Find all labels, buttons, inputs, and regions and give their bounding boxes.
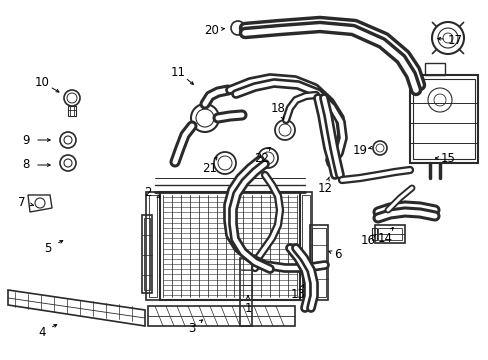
Bar	[240, 258, 251, 326]
Bar	[371, 228, 376, 240]
Text: 13: 13	[290, 288, 305, 302]
Text: 16: 16	[360, 234, 375, 247]
Bar	[142, 215, 152, 293]
Text: 20: 20	[204, 23, 219, 36]
Text: 12: 12	[317, 181, 332, 194]
Text: 18: 18	[270, 102, 285, 114]
Bar	[377, 228, 401, 240]
Text: 11: 11	[170, 66, 185, 78]
Text: 8: 8	[22, 158, 30, 171]
Bar	[302, 195, 309, 297]
Bar	[311, 228, 325, 297]
Text: 14: 14	[377, 231, 392, 244]
Bar	[424, 63, 444, 75]
Text: 9: 9	[22, 134, 30, 147]
Text: 21: 21	[202, 162, 217, 175]
Text: 7: 7	[18, 195, 26, 208]
Bar	[299, 192, 311, 300]
Text: 2: 2	[144, 186, 151, 199]
Text: 4: 4	[38, 325, 46, 338]
Text: 22: 22	[254, 152, 269, 165]
Bar	[143, 218, 150, 290]
Bar	[309, 225, 327, 300]
Bar	[149, 195, 157, 297]
Bar	[412, 79, 474, 159]
Bar	[409, 75, 477, 163]
Text: 10: 10	[35, 76, 49, 89]
Text: 15: 15	[440, 152, 454, 165]
Text: 19: 19	[352, 144, 367, 157]
Bar	[146, 192, 160, 300]
Text: 5: 5	[44, 242, 52, 255]
Bar	[160, 192, 299, 300]
Text: 6: 6	[334, 248, 341, 261]
Text: 1: 1	[244, 302, 251, 315]
Text: 3: 3	[188, 321, 195, 334]
Bar	[374, 225, 404, 243]
Text: 17: 17	[447, 33, 462, 46]
Bar	[68, 106, 76, 116]
